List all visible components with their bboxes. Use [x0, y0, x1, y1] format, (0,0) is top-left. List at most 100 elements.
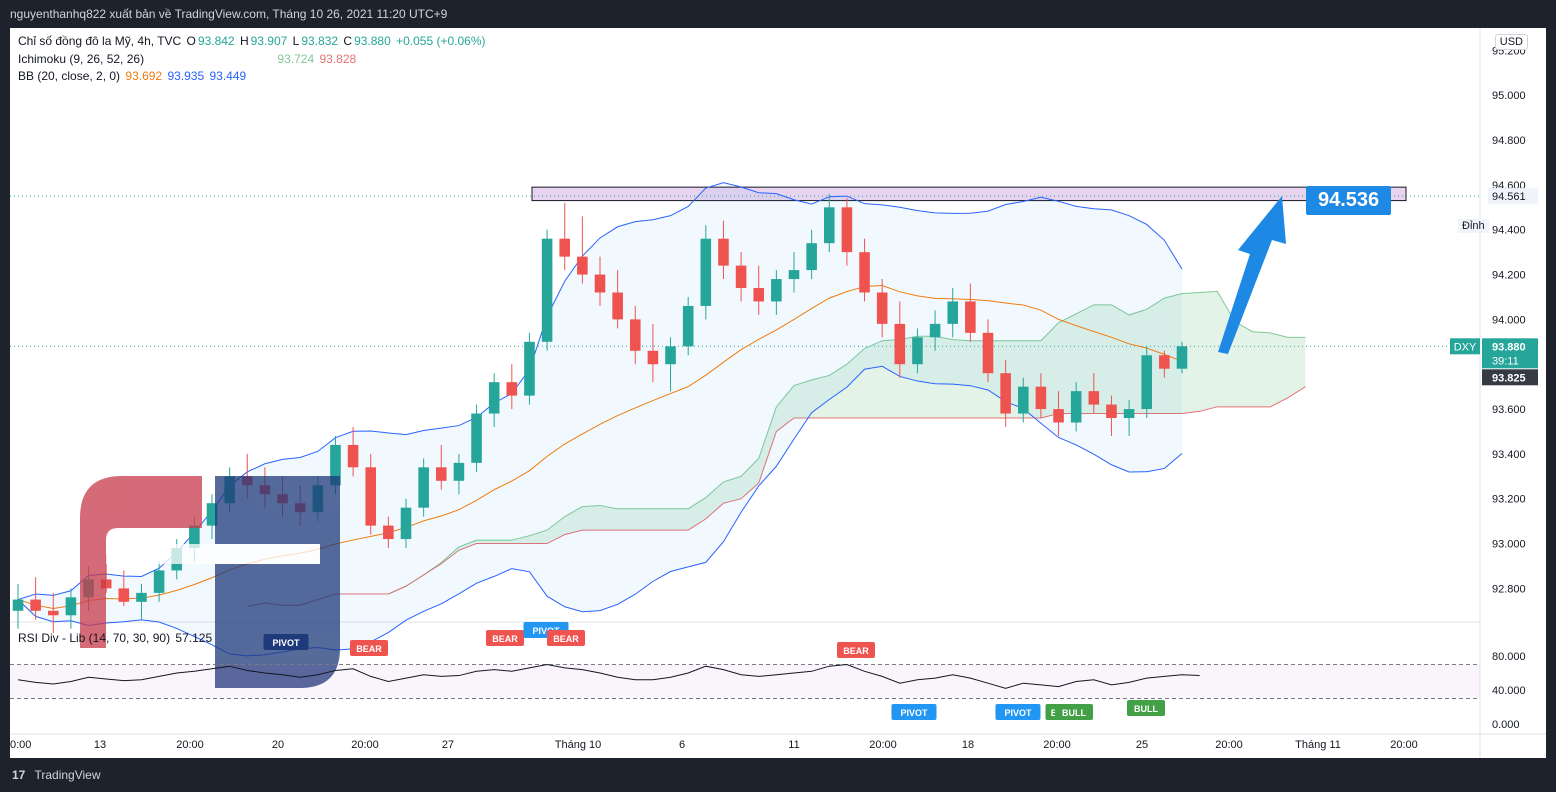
publish-header: nguyenthanhq822 xuất bản về TradingView.… — [0, 0, 1556, 28]
candle-body — [594, 274, 606, 293]
candle-body — [347, 444, 359, 468]
ichimoku-legend[interactable]: Ichimoku (9, 26, 52, 26) 93.724 93.828 — [18, 52, 358, 66]
rsi-signal-badge — [350, 640, 388, 656]
cloud-segment — [935, 336, 953, 419]
bb-legend[interactable]: BB (20, close, 2, 0) 93.692 93.935 93.44… — [18, 69, 248, 83]
resistance-price-tag — [1488, 188, 1538, 205]
candle-body — [947, 301, 959, 324]
cloud-segment — [952, 339, 971, 419]
candle-body — [418, 467, 429, 508]
rsi-signal-text: BULL — [1134, 704, 1158, 714]
watermark-g-shape — [80, 476, 202, 648]
rsi-tick-label: 80.000 — [1492, 651, 1526, 663]
time-tick-label: 6 — [679, 739, 685, 751]
ichimoku-a-value: 93.724 — [277, 52, 315, 66]
candle-body — [100, 579, 112, 589]
candle-body — [1106, 404, 1117, 419]
bb-label: BB (20, close, 2, 0) — [18, 69, 121, 83]
cloud-segment — [846, 348, 865, 419]
rsi-tick-label: 0.000 — [1492, 719, 1520, 731]
ichimoku-price-tag — [1482, 369, 1538, 386]
candle-body — [453, 462, 465, 481]
cloud-segment — [670, 508, 689, 531]
candle-body — [577, 256, 588, 275]
chart-canvas[interactable]: 95.20095.00094.80094.60094.40094.20094.0… — [10, 28, 1546, 758]
price-tick-label: 93.000 — [1492, 539, 1526, 551]
candle-body — [806, 243, 817, 271]
cloud-segment — [494, 540, 512, 544]
time-tick-label: 20:00 — [1390, 739, 1418, 751]
candle-body — [136, 592, 147, 602]
target-price-label: 94.536 — [1306, 186, 1392, 215]
candle-body — [859, 252, 870, 293]
cloud-segment — [564, 506, 583, 535]
candle-body — [118, 588, 130, 602]
price-tick-label: 93.400 — [1492, 449, 1526, 461]
rsi-signal-text: PIVOT — [532, 626, 560, 636]
ichimoku-label: Ichimoku (9, 26, 52, 26) — [18, 52, 145, 66]
cloud-segment — [582, 505, 600, 531]
price-tick-label: 94.800 — [1492, 135, 1526, 147]
rsi-signal-badge — [486, 630, 524, 646]
rsi-signal-badge — [995, 704, 1041, 720]
price-tick-label: 93.600 — [1492, 404, 1526, 416]
rsi-signal-text: PIVOT — [272, 638, 300, 648]
rsi-signal-text: BEAR — [492, 634, 518, 644]
cloud-segment — [1111, 304, 1130, 414]
cloud-segment — [1076, 304, 1094, 414]
rsi-legend[interactable]: RSI Div - Lib (14, 70, 30, 90) 57.125 — [18, 631, 214, 645]
footer-brand[interactable]: TradingView — [34, 768, 101, 782]
time-tick-label: Tháng 11 — [1295, 739, 1341, 751]
candle-body — [665, 346, 676, 365]
candle-body — [365, 467, 377, 526]
currency-button[interactable]: USD — [1494, 34, 1528, 50]
candle-body — [682, 305, 694, 347]
watermark-t-shape — [215, 476, 340, 688]
close-value: 93.880 — [354, 34, 391, 48]
open-value: 93.842 — [197, 34, 235, 48]
rsi-signal-text: PIVOT — [1004, 708, 1032, 718]
cloud-segment — [1234, 321, 1253, 407]
resistance-zone — [531, 186, 1407, 202]
ichimoku-b-value: 93.828 — [319, 52, 357, 66]
rsi-label: RSI Div - Lib (14, 70, 30, 90) — [18, 631, 171, 645]
cloud-segment — [811, 375, 830, 419]
time-tick-label: 11 — [788, 739, 799, 751]
last-price-tag — [1482, 338, 1538, 369]
cloud-segment — [741, 458, 759, 499]
symbol-line: Chỉ số đồng đô la Mỹ, 4h, TVC — [18, 34, 182, 48]
candle-body — [559, 238, 571, 257]
author-watermark-logo — [80, 476, 340, 688]
cloud-segment — [1182, 292, 1200, 414]
candle-body — [12, 599, 24, 611]
ichimoku-price-text: 93.825 — [1492, 372, 1526, 384]
candle-body — [735, 265, 747, 289]
chart-frame[interactable]: 95.200 95.000 94.800 94.600 94.400 94.200 94.0… — [10, 28, 1546, 758]
candle-body — [471, 413, 482, 463]
rsi-signal-badge — [547, 630, 585, 646]
candle-body — [189, 525, 200, 549]
price-tick-label: 92.800 — [1492, 583, 1526, 595]
bb-lower-band — [17, 365, 1183, 657]
candle-body — [506, 382, 518, 396]
candle-body — [771, 279, 782, 302]
candle-body — [876, 292, 888, 324]
tradingview-logo-icon: 17 — [12, 768, 26, 782]
rsi-signal-text: BEAR — [356, 644, 382, 654]
high-value: 93.907 — [250, 34, 288, 48]
candle-body — [1000, 373, 1011, 414]
time-tick-label: 27 — [442, 739, 454, 751]
cloud-segment — [688, 497, 706, 531]
candle-body — [788, 270, 800, 280]
candle-body — [1141, 355, 1153, 410]
candle-body — [1088, 391, 1100, 405]
publish-text: nguyenthanhq822 xuất bản về TradingView.… — [10, 7, 448, 21]
bb-upper-value: 93.935 — [167, 69, 205, 83]
price-tick-label: 95.000 — [1492, 90, 1526, 102]
cloud-segment — [1164, 293, 1182, 414]
candles-group — [12, 193, 1188, 634]
time-tick-label: 0:00 — [10, 739, 31, 751]
cloud-segment — [652, 508, 671, 531]
candle-body — [400, 507, 412, 540]
